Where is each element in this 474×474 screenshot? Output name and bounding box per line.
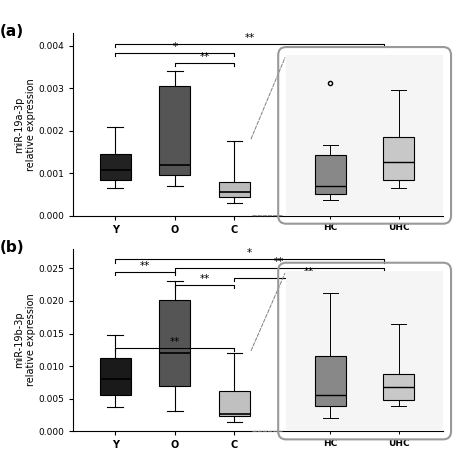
PathPatch shape (219, 391, 250, 416)
Text: (a): (a) (0, 24, 24, 39)
Text: (b): (b) (0, 240, 24, 255)
PathPatch shape (100, 154, 131, 180)
Text: **: ** (170, 337, 180, 347)
Text: *: * (247, 248, 252, 258)
Text: **: ** (200, 52, 210, 62)
Text: **: ** (140, 261, 150, 271)
Text: **: ** (200, 274, 210, 284)
Text: **: ** (274, 257, 284, 267)
PathPatch shape (100, 358, 131, 395)
Text: *: * (172, 42, 177, 52)
Y-axis label: miR-19a-3p
relative expression: miR-19a-3p relative expression (14, 78, 36, 171)
PathPatch shape (159, 86, 191, 175)
Y-axis label: miR-19b-3p
relative expression: miR-19b-3p relative expression (14, 294, 36, 386)
PathPatch shape (159, 301, 191, 386)
Text: **: ** (304, 266, 314, 277)
Text: **: ** (244, 33, 255, 43)
PathPatch shape (219, 182, 250, 197)
